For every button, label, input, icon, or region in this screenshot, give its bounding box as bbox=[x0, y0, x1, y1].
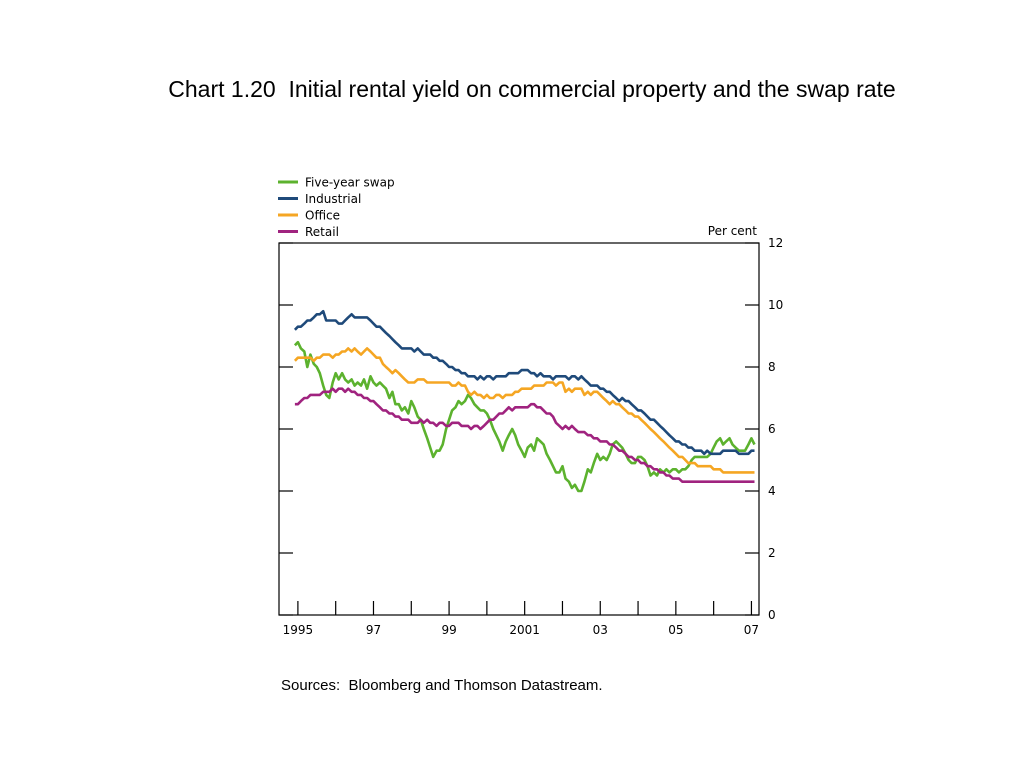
series-line-retail bbox=[294, 387, 755, 483]
y-tick-label: 6 bbox=[768, 422, 776, 436]
x-tick-label: 97 bbox=[366, 623, 381, 637]
legend: Five-year swap Industrial Office Retail bbox=[278, 176, 395, 239]
legend-label-retail: Retail bbox=[305, 225, 339, 239]
series-lines bbox=[293, 309, 756, 493]
y-tick-label: 4 bbox=[768, 484, 776, 498]
y-axis-label: Per cent bbox=[708, 224, 758, 238]
x-tick-label: 05 bbox=[668, 623, 683, 637]
x-tick-label: 2001 bbox=[509, 623, 540, 637]
series-line-five-year-swap bbox=[293, 340, 756, 493]
y-tick-label: 8 bbox=[768, 360, 776, 374]
y-tick-label: 2 bbox=[768, 546, 776, 560]
x-axis: 1995 97 99 2001 03 05 07 bbox=[283, 601, 759, 637]
y-tick-label: 12 bbox=[768, 236, 783, 250]
series-line-industrial bbox=[293, 309, 755, 456]
y-axis: 0 2 4 6 8 10 12 bbox=[279, 236, 783, 622]
chart-title: Chart 1.20 Initial rental yield on comme… bbox=[168, 76, 896, 102]
x-tick-label: 1995 bbox=[283, 623, 314, 637]
x-tick-label: 07 bbox=[744, 623, 759, 637]
legend-label-office: Office bbox=[305, 209, 340, 223]
y-tick-label: 0 bbox=[768, 608, 776, 622]
plot-frame bbox=[278, 242, 760, 616]
legend-label-industrial: Industrial bbox=[305, 192, 361, 206]
series-line-office bbox=[293, 347, 755, 474]
x-tick-label: 03 bbox=[593, 623, 608, 637]
y-tick-label: 10 bbox=[768, 298, 783, 312]
sources-note: Sources: Bloomberg and Thomson Datastrea… bbox=[281, 677, 603, 694]
legend-label-five-year-swap: Five-year swap bbox=[305, 176, 395, 190]
x-tick-label: 99 bbox=[441, 623, 456, 637]
